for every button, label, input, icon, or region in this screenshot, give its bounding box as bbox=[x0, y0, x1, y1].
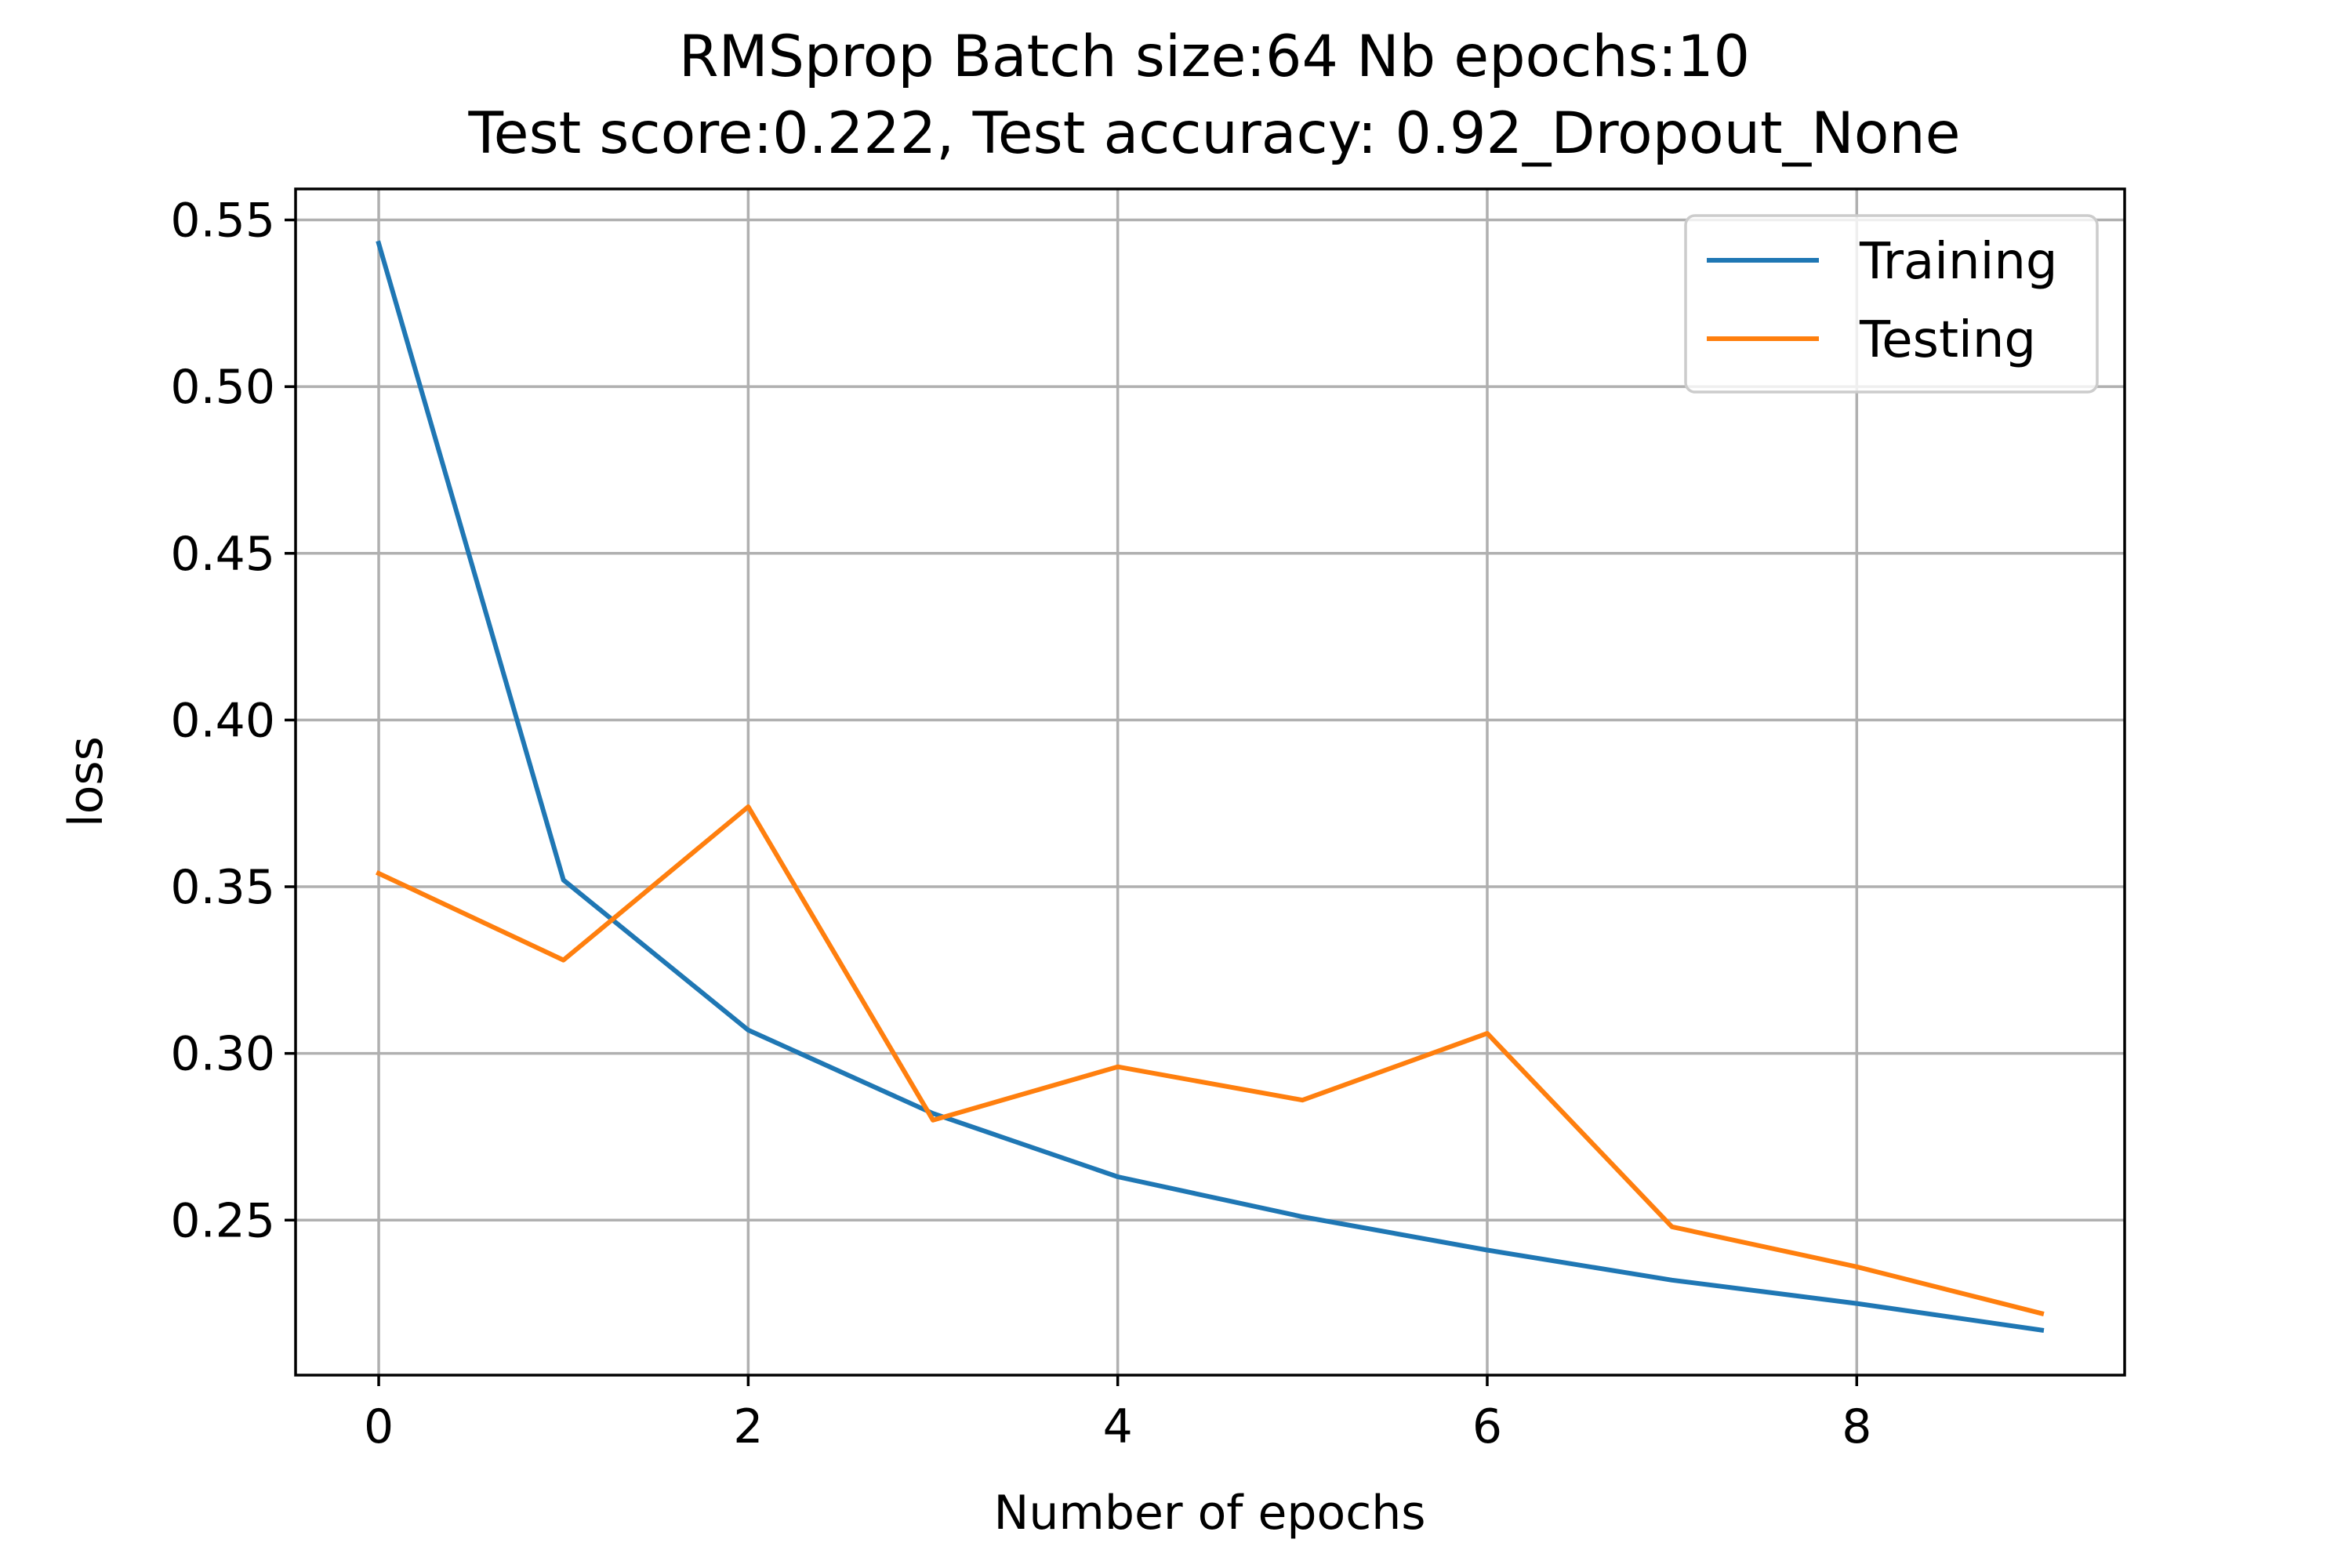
series-line-training bbox=[376, 240, 2045, 1333]
y-tick-label: 0.30 bbox=[170, 1027, 275, 1082]
y-tick-label: 0.45 bbox=[170, 527, 275, 582]
y-tick-label: 0.50 bbox=[170, 360, 275, 415]
x-tick-label: 6 bbox=[1472, 1399, 1502, 1454]
x-tick-label: 0 bbox=[364, 1399, 394, 1454]
x-axis-label: Number of epochs bbox=[994, 1486, 1426, 1541]
y-tick-label: 0.25 bbox=[170, 1193, 275, 1248]
y-tick-label: 0.40 bbox=[170, 693, 275, 748]
x-axis-ticks: 0 2 4 6 8 bbox=[364, 1375, 1871, 1454]
x-tick-label: 8 bbox=[1842, 1399, 1871, 1454]
legend-label-testing: Testing bbox=[1859, 311, 2036, 369]
grid-lines bbox=[296, 189, 2125, 1375]
x-tick-label: 4 bbox=[1103, 1399, 1133, 1454]
y-axis-ticks: 0.25 0.30 0.35 0.40 0.45 0.50 0.55 bbox=[170, 194, 296, 1248]
chart-subtitle: Test score:0.222, Test accuracy: 0.92_Dr… bbox=[467, 100, 1960, 167]
plot-area-frame bbox=[294, 187, 2126, 1377]
chart-title: RMSprop Batch size:64 Nb epochs:10 bbox=[679, 24, 1750, 90]
legend-label-training: Training bbox=[1859, 233, 2058, 291]
y-tick-label: 0.35 bbox=[170, 860, 275, 915]
y-tick-label: 0.55 bbox=[170, 194, 275, 249]
series-lines bbox=[376, 240, 2045, 1333]
x-tick-label: 2 bbox=[733, 1399, 763, 1454]
series-line-testing bbox=[376, 804, 2045, 1316]
legend: Training Testing bbox=[1684, 214, 2099, 394]
y-axis-label: loss bbox=[59, 736, 114, 827]
